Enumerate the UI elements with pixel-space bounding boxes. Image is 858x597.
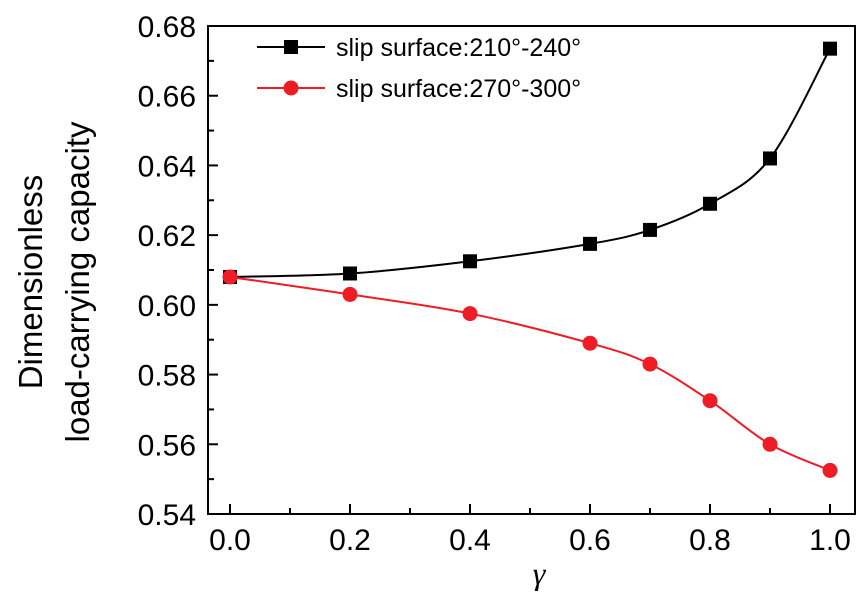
y-tick-label: 0.60 [138,290,196,323]
series-1-point [583,236,597,251]
legend-label: slip surface:270°-300° [336,75,581,103]
y-axis-label: Dimensionless load-carrying capacity [12,121,96,442]
legend-label: slip surface:210°-240° [336,34,581,62]
series-1-point [703,196,717,211]
x-tick-label: 0.0 [209,524,251,557]
series-2-point [342,286,358,302]
legend-item-1: slip surface:210°-240° [257,34,581,62]
tick-labels: 0.0 0.2 0.4 0.6 0.8 1.0 0.54 0.56 0.58 0.60 0.62 0.… [138,11,851,557]
series-2-point [582,335,598,351]
series-2-point [702,393,718,409]
tick-marks [208,25,831,515]
legend-item-2: slip surface:270°-300° [257,75,581,103]
series-layer [222,41,838,478]
series-1-point [463,254,477,269]
y-tick-label: 0.68 [138,11,196,44]
series-2-point [762,436,778,452]
y-axis-label-line-2: load-carrying capacity [59,121,96,442]
series-2-line [229,275,831,472]
legend-swatch-marker [283,80,299,96]
series-1-point [643,222,657,237]
series-1-point [823,41,837,56]
y-tick-label: 0.58 [138,360,196,393]
y-tick-label: 0.56 [138,429,196,462]
y-tick-label: 0.54 [138,499,196,532]
series-2 [222,269,838,478]
series-1-point [763,151,777,166]
series-1-point [343,266,357,281]
series-2-point [462,306,478,322]
legend-swatch-marker [284,40,298,54]
x-tick-label: 1.0 [809,524,851,557]
x-tick-label: 0.4 [449,524,491,557]
x-tick-label: 0.2 [329,524,371,557]
y-tick-label: 0.66 [138,81,196,114]
series-2-point [822,462,838,478]
series-2-point [642,356,658,372]
x-tick-label: 0.6 [569,524,611,557]
series-2-point [222,269,238,285]
y-tick-label: 0.64 [138,150,196,183]
x-axis-label: γ [533,555,547,591]
y-tick-label: 0.62 [138,220,196,253]
x-tick-label: 0.8 [689,524,731,557]
legend: slip surface:210°-240° slip surface:270°-… [257,34,581,103]
y-axis-label-line-1: Dimensionless [12,175,49,390]
